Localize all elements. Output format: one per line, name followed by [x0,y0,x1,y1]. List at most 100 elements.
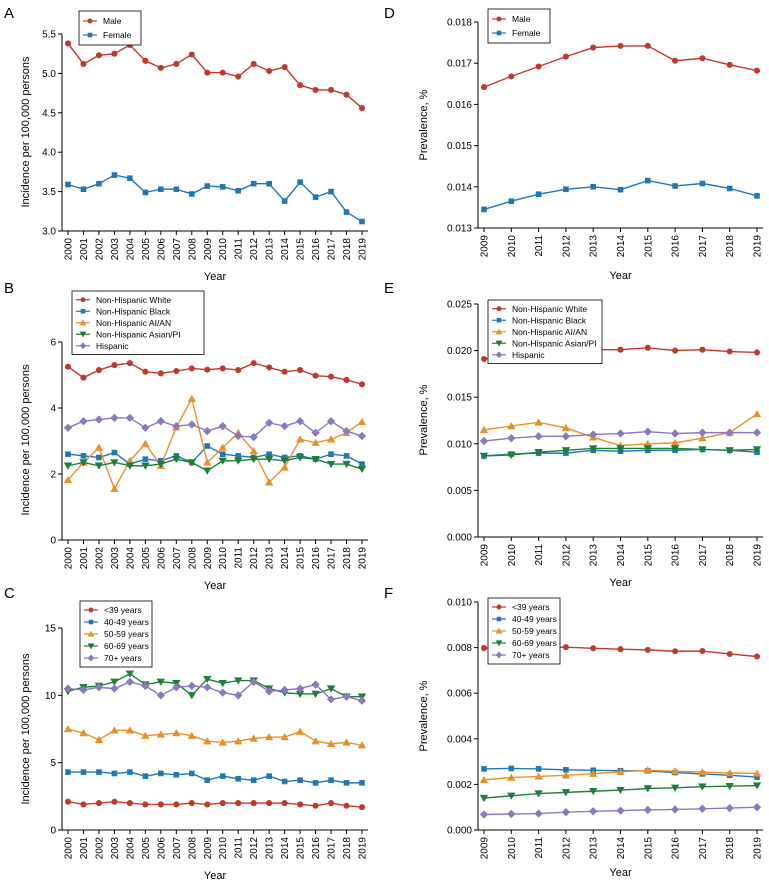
series-line [67,396,363,491]
data-point [280,463,289,471]
data-point [127,175,133,182]
series-line [483,179,758,211]
data-point [643,427,652,436]
legend-label: 40-49 years [512,614,557,624]
data-point [125,456,135,464]
data-point [266,364,273,371]
data-point [312,372,319,379]
data-point [219,365,226,372]
data-point [563,186,569,193]
y-tick-label: 3.0 [42,227,56,238]
x-tick-label: 2001 [79,238,90,261]
legend-label: Non-Hispanic Asian/PI [96,329,181,339]
data-point [534,448,543,457]
legend-box [78,10,142,46]
data-point [172,421,181,431]
data-point [110,726,119,734]
y-tick-label: 0.000 [447,826,472,837]
data-point [96,180,102,187]
data-point [616,445,625,453]
panel-letter: E [384,280,394,297]
x-tick-label: 2009 [203,238,214,261]
data-point [358,105,366,112]
data-point [343,376,350,383]
legend-marker [87,630,95,637]
y-axis-title: Incidence per 100,000 persons [20,364,32,516]
y-tick-label: 4.0 [42,148,56,159]
x-tick-label: 2014 [280,238,291,261]
data-point [95,367,102,374]
data-point [173,60,180,67]
panel-letter: A [4,5,14,22]
data-point [699,647,706,655]
data-point [158,458,164,464]
data-point [187,731,196,739]
x-tick-label: 2019 [358,238,369,261]
legend-label: Non-Hispanic Black [512,315,587,325]
y-tick-label: 0.020 [447,346,472,357]
y-tick-label: 10 [45,691,57,702]
data-point [562,644,569,651]
x-tick-label: 2000 [64,547,75,570]
data-point [326,739,336,748]
data-point [534,418,543,426]
legend-marker [495,340,503,347]
series-non-hispanic-asian-pi [479,445,762,460]
y-tick-label: 0.016 [447,100,472,111]
data-point [297,801,304,808]
y-tick-label: 0.025 [447,300,472,311]
data-point [725,783,734,791]
data-point [643,805,652,815]
x-tick-label: 2013 [265,547,276,570]
data-point [561,447,571,455]
data-point [670,784,680,792]
legend-label: 50-59 years [512,626,557,636]
data-point [80,60,87,67]
data-point [617,646,624,653]
data-point [158,770,164,777]
data-point [698,783,707,791]
data-point [142,801,149,808]
data-point [204,801,211,808]
data-point [562,53,569,60]
data-point [80,453,87,459]
data-point [157,370,164,377]
data-point [752,769,762,777]
data-point [156,417,166,426]
x-tick-label: 2019 [358,547,369,570]
data-point [479,775,489,784]
data-point [264,687,274,696]
x-tick-label: 2003 [110,238,121,261]
legend-marker [496,30,502,36]
data-point [643,439,652,447]
data-point [357,417,367,426]
data-point [343,780,350,786]
data-point [698,804,707,813]
data-point [63,462,73,470]
x-tick-label: 2017 [327,238,338,261]
x-tick-label: 2009 [203,837,214,860]
data-point [699,180,706,187]
data-point [249,446,258,455]
data-point [752,428,762,437]
series-line [483,45,758,88]
data-point [126,800,133,807]
x-tick-label: 2014 [616,544,627,567]
data-point [188,51,195,58]
y-tick-label: 4 [50,404,56,415]
x-axis-title: Year [204,271,227,283]
legend-marker [496,317,502,323]
x-tick-label: 2007 [172,837,183,860]
series-non-hispanic-asian-pi [63,454,367,475]
data-point [204,366,211,373]
data-point [311,690,320,698]
y-axis-title: Prevalence, % [418,384,430,455]
data-point [312,780,319,786]
data-point [698,768,707,776]
x-axis-title: Year [204,580,227,592]
data-point [203,467,212,475]
data-point [80,769,87,775]
data-point [234,457,243,465]
data-point [359,218,365,225]
data-point [534,809,543,818]
